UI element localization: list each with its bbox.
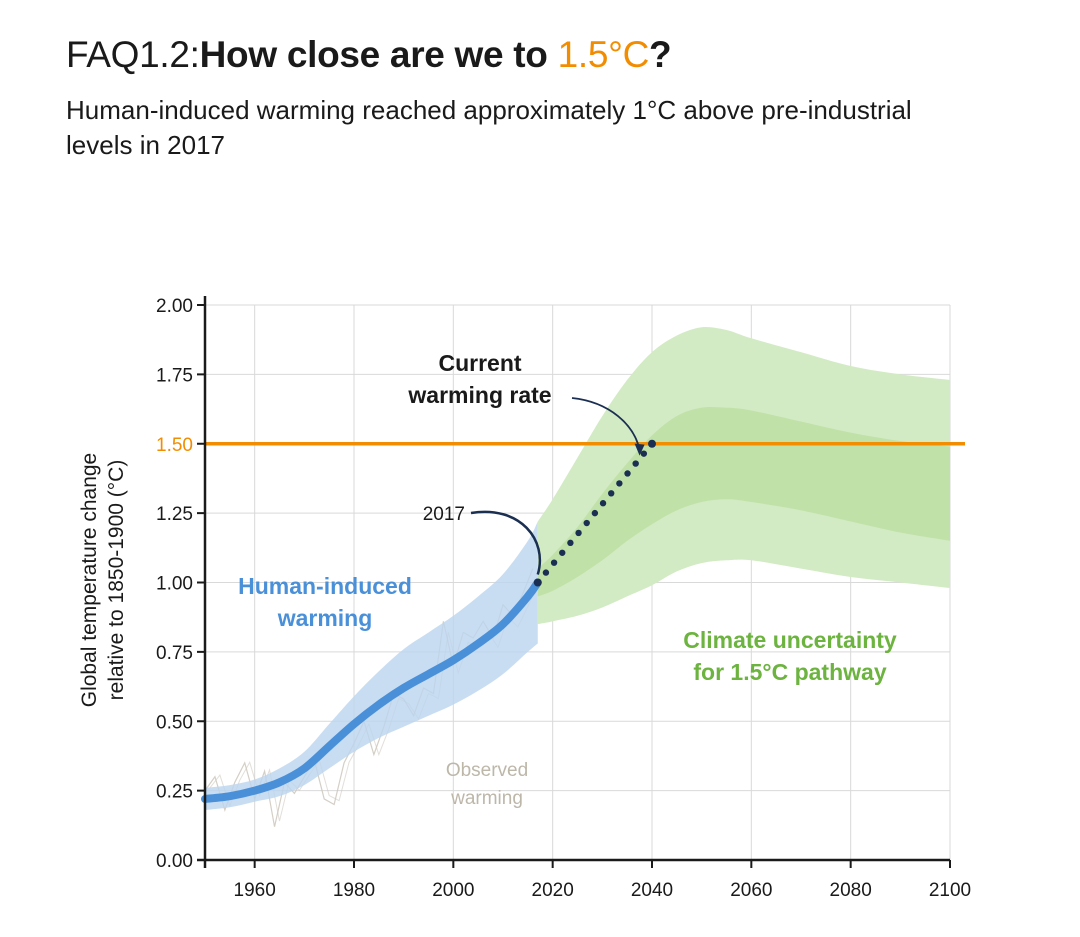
y-tick-label: 1.75 [156,365,193,386]
x-tick-label: 2100 [929,880,971,901]
human-induced-label-line: warming [277,605,373,631]
question-text: How close are we to 1.5°C? [200,34,672,75]
rate-dot [567,539,574,547]
question-highlight: 1.5°C [557,34,650,75]
rate-dot [533,578,542,587]
human-induced-band [205,521,538,811]
y-tick-label: 0.00 [156,851,193,872]
x-tick-label: 2040 [631,880,673,901]
y-axis-ticks: 0.00 0.25 0.50 0.75 1.00 1.25 1.50 1.75 2.00 [156,296,205,872]
question-start: How close are we to [199,34,558,75]
year-2017-label: 2017 [423,504,465,525]
rate-dot [632,460,639,467]
current-rate-arrow [571,397,641,450]
rate-dot [599,500,607,507]
human-induced-label-line: Human-induced [238,573,412,599]
threshold-label: 1.50 [156,435,193,456]
question-end: ? [649,34,672,75]
x-tick-label: 1980 [333,880,375,901]
rate-dot [624,470,631,477]
rate-dot [591,509,599,517]
y-tick-label: 2.00 [156,296,193,317]
page-title: FAQ1.2:How close are we to 1.5°C? [66,34,672,76]
uncertainty-label: Climate uncertainty for 1.5°C pathway [683,627,897,685]
rate-dot [559,549,566,556]
rate-dot [648,439,656,448]
observed-warming-label: Observed warming [446,760,528,809]
y-axis-title-line: Global temperature change [78,453,101,708]
x-tick-label: 1960 [234,880,276,901]
current-rate-label: Current warming rate [407,350,551,408]
y-tick-label: 1.25 [156,504,193,525]
faq-number: FAQ1.2: [66,34,200,75]
human-induced-line [201,578,542,803]
y-axis-title-line: relative to 1850-1900 (°C) [105,460,128,701]
rate-dot [542,569,550,576]
arrow-head-icon [634,443,645,456]
year-2017-pointer [470,510,542,575]
y-tick-label: 0.50 [156,712,193,733]
y-axis-title: Global temperature change relative to 185… [78,453,128,708]
observed-warming-label-line: Observed [446,760,528,781]
rate-dot [608,490,615,497]
current-rate-label-line: warming rate [407,382,551,408]
y-tick-label: 1.00 [156,574,193,595]
uncertainty-label-line: Climate uncertainty [683,627,897,653]
x-tick-label: 2000 [432,880,474,901]
rate-dot [583,519,590,527]
y-tick-label: 0.25 [156,782,193,803]
human-induced-label: Human-induced warming [238,573,412,631]
x-axis-ticks: 1960 1980 2000 2020 2040 2060 2080 2100 [234,860,971,901]
rate-dot [616,480,623,487]
rate-dot [575,529,582,537]
x-tick-label: 2080 [830,880,872,901]
y-tick-label: 0.75 [156,643,193,664]
rate-dot [550,559,558,566]
x-tick-label: 2060 [730,880,772,901]
rate-dot [640,450,648,457]
observed-warming-label-line: warming [450,788,523,809]
page-subtitle: Human-induced warming reached approximat… [66,95,912,160]
x-tick-label: 2020 [532,880,574,901]
current-rate-dots [533,439,656,587]
uncertainty-label-line: for 1.5°C pathway [693,659,886,685]
current-rate-label-line: Current [438,350,521,376]
